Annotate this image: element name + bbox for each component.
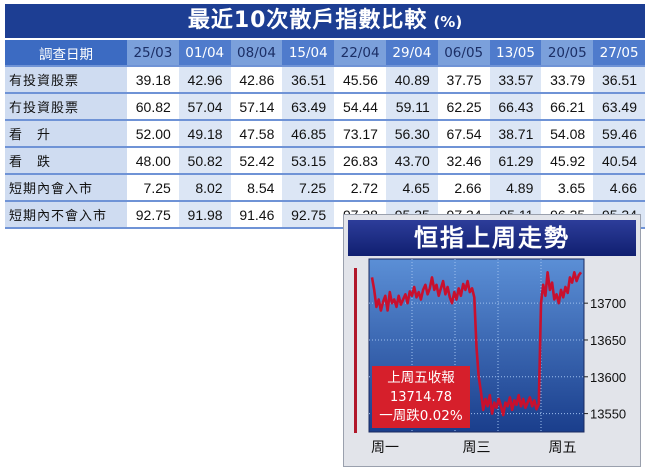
x-tick-label: 周五 [549,440,577,456]
y-tick-label: 13550 [590,407,626,422]
table-cell: 92.75 [282,201,335,228]
table-cell: 66.43 [489,93,542,120]
annotation-text: 一周跌0.02% [379,408,463,424]
table-cell: 42.86 [230,66,283,93]
table-cell: 63.49 [593,93,645,120]
x-tick-label: 周一 [371,440,399,456]
survey-table: 調查日期 25/03 01/04 08/04 15/04 22/04 29/04 06/05… [5,40,645,229]
y-tick-label: 13600 [590,370,626,385]
table-row: 有投資股票 39.18 42.96 42.86 36.51 45.56 40.89 37.75… [5,66,645,93]
table-row: 短期內會入市 7.25 8.02 8.54 7.25 2.72 4.65 2.66 4.89 3.… [5,174,645,201]
row-label: 看 升 [5,120,127,147]
table-cell: 59.11 [385,93,438,120]
table-cell: 3.65 [541,174,594,201]
table-cell: 7.25 [127,174,179,201]
table-cell: 57.14 [230,93,283,120]
table-row: 看 跌 48.00 50.82 52.42 53.15 26.83 43.70 32.46 61… [5,147,645,174]
date-header: 06/05 [437,40,490,66]
date-header: 29/04 [385,40,438,66]
date-header: 15/04 [282,40,335,66]
table-cell: 26.83 [334,147,386,174]
chart-title: 恒指上周走勢 [348,220,636,256]
annotation-box [372,366,470,428]
x-tick-label: 周三 [463,440,491,456]
table-cell: 45.92 [541,147,594,174]
table-cell: 43.70 [385,147,438,174]
table-cell: 33.57 [489,66,542,93]
table-cell: 54.08 [541,120,594,147]
table-cell: 39.18 [127,66,179,93]
table-title: 最近10次散戶指數比較 [187,8,428,33]
left-accent-bar [354,268,357,433]
table-row: 冇投資股票 60.82 57.04 57.14 63.49 54.44 59.11 62.25… [5,93,645,120]
table-cell: 37.75 [437,66,490,93]
table-cell: 92.75 [127,201,179,228]
table-cell: 67.54 [437,120,490,147]
table-cell: 60.82 [127,93,179,120]
table-title-bar: 最近10次散戶指數比較 (%) [5,4,645,38]
table-cell: 57.04 [178,93,231,120]
table-cell: 2.66 [437,174,490,201]
row-label: 有投資股票 [5,66,127,93]
table-cell: 54.44 [334,93,386,120]
table-cell: 36.51 [593,66,645,93]
table-cell: 48.00 [127,147,179,174]
table-cell: 40.89 [385,66,438,93]
table-cell: 32.46 [437,147,490,174]
table-cell: 49.18 [178,120,231,147]
table-cell: 62.25 [437,93,490,120]
table-cell: 40.54 [593,147,645,174]
table-cell: 45.56 [334,66,386,93]
index-series-line [370,270,583,417]
table-cell: 52.00 [127,120,179,147]
date-header: 13/05 [489,40,542,66]
table-cell: 4.89 [489,174,542,201]
date-header: 20/05 [541,40,594,66]
table-row: 看 升 52.00 49.18 47.58 46.85 73.17 56.30 67.54 38… [5,120,645,147]
table-cell: 91.98 [178,201,231,228]
table-cell: 63.49 [282,93,335,120]
row-label: 冇投資股票 [5,93,127,120]
table-cell: 47.58 [230,120,283,147]
table-cell: 46.85 [282,120,335,147]
table-cell: 56.30 [385,120,438,147]
y-tick-label: 13700 [590,296,626,311]
table-cell: 91.46 [230,201,283,228]
table-cell: 36.51 [282,66,335,93]
row-label: 短期內會入市 [5,174,127,201]
table-cell: 53.15 [282,147,335,174]
date-header: 27/05 [593,40,645,66]
date-header: 08/04 [230,40,283,66]
date-header: 25/03 [127,40,179,66]
table-cell: 59.46 [593,120,645,147]
table-cell: 73.17 [334,120,386,147]
table-cell: 61.29 [489,147,542,174]
date-header: 01/04 [178,40,231,66]
table-cell: 33.79 [541,66,594,93]
table-cell: 42.96 [178,66,231,93]
table-cell: 8.54 [230,174,283,201]
y-tick-label: 13650 [590,333,626,348]
row-label: 短期內不會入市 [5,201,127,228]
table-cell: 7.25 [282,174,335,201]
table-cell: 50.82 [178,147,231,174]
row-label: 看 跌 [5,147,127,174]
table-unit: (%) [433,13,463,31]
annotation-text: 13714.78 [390,390,452,405]
table-cell: 2.72 [334,174,386,201]
date-header: 22/04 [334,40,386,66]
table-cell: 52.42 [230,147,283,174]
annotation-text: 上周五收報 [387,370,455,386]
table-cell: 4.66 [593,174,645,201]
table-cell: 4.65 [385,174,438,201]
table-cell: 8.02 [178,174,231,201]
table-cell: 38.71 [489,120,542,147]
header-label: 調查日期 [5,40,127,66]
table-header-row: 調查日期 25/03 01/04 08/04 15/04 22/04 29/04 06/05… [5,40,645,66]
table-cell: 66.21 [541,93,594,120]
